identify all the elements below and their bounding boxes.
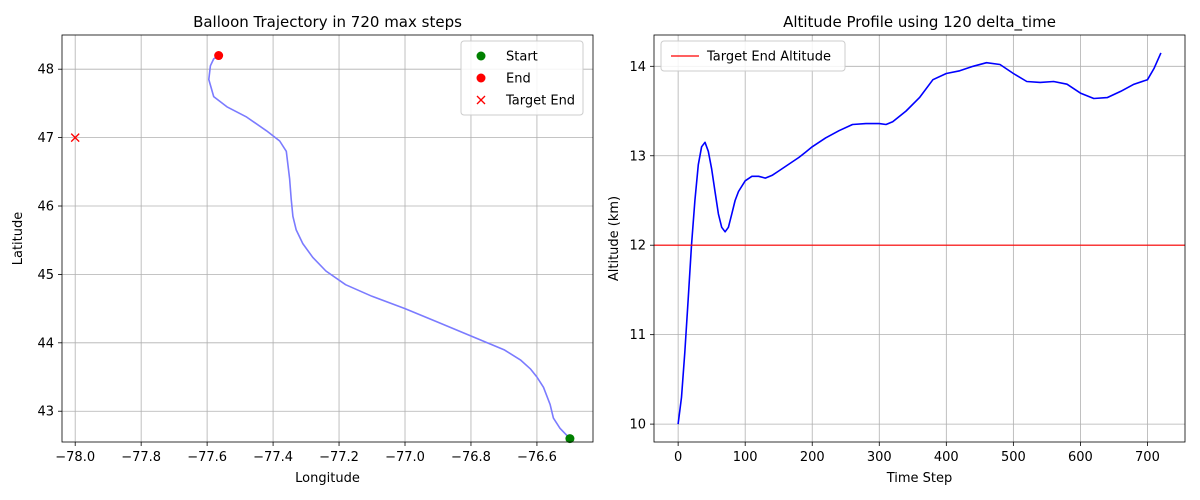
altitude-x-tick-label: 400 bbox=[934, 450, 959, 465]
altitude-x-tick-label: 300 bbox=[867, 450, 892, 465]
altitude-y-tick-label: 10 bbox=[629, 418, 646, 433]
legend-target-end-handle bbox=[476, 95, 486, 105]
altitude-x-tick-label: 500 bbox=[1001, 450, 1026, 465]
trajectory-x-tick-label: −77.8 bbox=[121, 450, 161, 465]
trajectory-y-tick-label: 43 bbox=[37, 405, 54, 420]
trajectory-series bbox=[70, 51, 575, 444]
trajectory-y-tick-label: 48 bbox=[37, 63, 54, 78]
trajectory-x-tick-label: −77.4 bbox=[253, 450, 293, 465]
legend-start-handle bbox=[476, 51, 486, 61]
start-marker bbox=[565, 434, 575, 444]
altitude-series bbox=[654, 52, 1185, 425]
trajectory-title: Balloon Trajectory in 720 max steps bbox=[193, 13, 462, 31]
altitude-grid bbox=[654, 35, 1185, 442]
legend-target-end-altitude-label: Target End Altitude bbox=[706, 50, 831, 65]
altitude-x-tick-label: 600 bbox=[1068, 450, 1093, 465]
trajectory-legend: Start End Target End bbox=[460, 40, 584, 116]
target-end-marker bbox=[70, 133, 80, 143]
altitude-y-tick-label: 11 bbox=[629, 328, 646, 343]
altitude-x-tick-label: 200 bbox=[800, 450, 825, 465]
legend-target-end-label: Target End bbox=[505, 94, 575, 109]
altitude-y-axis-label: Altitude (km) bbox=[607, 196, 622, 281]
trajectory-y-tick-label: 47 bbox=[37, 131, 54, 146]
altitude-x-tick-label: 0 bbox=[674, 450, 682, 465]
trajectory-x-tick-label: −77.0 bbox=[385, 450, 425, 465]
altitude-line bbox=[677, 52, 1162, 425]
trajectory-x-tick-label: −76.8 bbox=[451, 450, 491, 465]
trajectory-y-tick-label: 44 bbox=[37, 336, 54, 351]
trajectory-x-tick-label: −78.0 bbox=[55, 450, 95, 465]
trajectory-plot: −78.0 −77.8 −77.6 −77.4 −77.2 −77.0 −76.8 −76.6… bbox=[11, 13, 594, 486]
altitude-y-tick-label: 13 bbox=[629, 149, 646, 164]
altitude-x-tick-label: 100 bbox=[733, 450, 758, 465]
trajectory-x-axis-label: Longitude bbox=[295, 471, 360, 486]
trajectory-y-tick-label: 45 bbox=[37, 268, 54, 283]
altitude-legend: Target End Altitude bbox=[660, 40, 846, 72]
trajectory-y-axis-label: Latitude bbox=[11, 212, 26, 266]
altitude-x-ticks: 0 100 200 300 400 500 600 700 bbox=[674, 442, 1160, 465]
altitude-plot: 0 100 200 300 400 500 600 700 10 11 12 13 14 Altitu… bbox=[607, 13, 1186, 486]
altitude-legend-box bbox=[660, 40, 846, 72]
legend-end-label: End bbox=[506, 72, 531, 87]
trajectory-y-tick-label: 46 bbox=[37, 200, 54, 215]
end-marker bbox=[214, 51, 224, 61]
trajectory-y-ticks: 43 44 45 46 47 48 bbox=[37, 63, 62, 420]
altitude-x-tick-label: 700 bbox=[1135, 450, 1160, 465]
trajectory-x-tick-label: −76.6 bbox=[517, 450, 557, 465]
altitude-title: Altitude Profile using 120 delta_time bbox=[783, 13, 1056, 32]
legend-end-handle bbox=[476, 73, 486, 83]
trajectory-x-ticks: −78.0 −77.8 −77.6 −77.4 −77.2 −77.0 −76.8 −76.6 bbox=[55, 442, 557, 465]
trajectory-x-tick-label: −77.6 bbox=[187, 450, 227, 465]
altitude-axes-frame bbox=[653, 34, 1186, 443]
trajectory-x-tick-label: −77.2 bbox=[319, 450, 359, 465]
trajectory-line bbox=[208, 54, 571, 440]
altitude-y-tick-label: 12 bbox=[629, 239, 646, 254]
trajectory-legend-box bbox=[460, 40, 584, 116]
trajectory-axes-frame bbox=[61, 34, 594, 443]
altitude-y-tick-label: 14 bbox=[629, 60, 646, 75]
altitude-y-ticks: 10 11 12 13 14 bbox=[629, 60, 654, 433]
altitude-x-axis-label: Time Step bbox=[886, 471, 953, 486]
legend-start-label: Start bbox=[506, 50, 538, 65]
